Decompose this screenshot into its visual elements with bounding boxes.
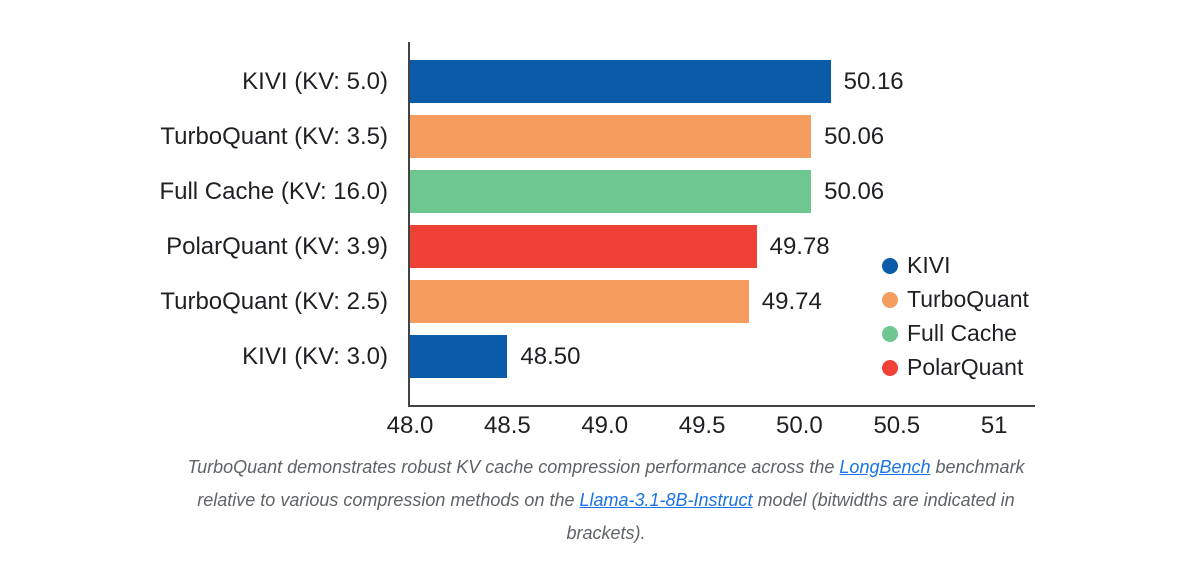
value-label: 48.50 [520, 342, 581, 370]
category-label: Full Cache (KV: 16.0) [159, 178, 388, 205]
x-tick-label: 50.0 [776, 412, 823, 439]
category-label: PolarQuant (KV: 3.9) [166, 233, 388, 260]
caption-text: benchmark [930, 457, 1025, 477]
y-axis-category-labels: KIVI (KV: 5.0) TurboQuant (KV: 3.5) Full… [0, 0, 398, 420]
bar-full-cache-16.0 [410, 170, 812, 213]
legend-item-polarquant: PolarQuant [882, 354, 1029, 380]
caption-text: model (bitwidths are indicated in [752, 490, 1015, 510]
category-label: KIVI (KV: 3.0) [242, 343, 388, 370]
bar-row: 50.16 [410, 60, 1035, 103]
legend-swatch-icon [882, 325, 898, 342]
bar-row: 49.74 [410, 280, 1035, 323]
x-tick-label: 48.0 [386, 412, 434, 439]
legend: KIVI TurboQuant Full Cache PolarQuant [882, 252, 1029, 389]
bar-row: 50.06 [410, 170, 1035, 213]
bar-row: 48.50 [410, 335, 1035, 378]
longbench-link[interactable]: LongBench [839, 457, 931, 477]
value-label: 50.06 [824, 122, 885, 150]
legend-swatch-icon [882, 291, 898, 308]
value-label: 50.06 [824, 177, 885, 205]
legend-item-turboquant: TurboQuant [882, 286, 1029, 312]
caption-text: brackets). [566, 523, 646, 543]
x-tick-label: 51 [980, 412, 1008, 439]
value-label: 49.74 [761, 287, 822, 315]
bar-turboquant-3.5 [410, 115, 812, 158]
legend-label: KIVI [907, 252, 951, 278]
bar-kivi-5.0 [410, 60, 831, 103]
value-label: 50.16 [843, 67, 904, 95]
bar-turboquant-2.5 [410, 280, 749, 323]
legend-label: Full Cache [907, 320, 1017, 346]
legend-swatch-icon [882, 257, 898, 274]
caption-text: TurboQuant demonstrates robust KV cache … [187, 457, 840, 477]
caption: TurboQuant demonstrates robust KV cache … [166, 451, 1046, 550]
value-label: 49.78 [769, 232, 830, 260]
category-label: TurboQuant (KV: 2.5) [160, 288, 388, 315]
llama-model-link[interactable]: Llama-3.1-8B-Instruct [579, 490, 753, 510]
bar-polarquant-3.9 [410, 225, 757, 268]
legend-label: PolarQuant [907, 354, 1024, 380]
bar-row: 50.06 [410, 115, 1035, 158]
legend-label: TurboQuant [907, 286, 1029, 312]
bar-row: 49.78 [410, 225, 1035, 268]
legend-item-kivi: KIVI [882, 252, 1029, 278]
caption-text: relative to various compression methods … [197, 490, 580, 510]
x-tick-label: 49.0 [581, 412, 629, 439]
legend-swatch-icon [882, 359, 898, 376]
x-tick-label: 48.5 [484, 412, 531, 439]
bar-kivi-3.0 [410, 335, 508, 378]
plot-area: 50.16 50.06 50.06 49.78 49.74 48.50 48.0… [387, 42, 1035, 439]
legend-item-full-cache: Full Cache [882, 320, 1029, 346]
category-label: KIVI (KV: 5.0) [242, 68, 388, 95]
x-tick-label: 49.5 [678, 412, 726, 439]
category-label: TurboQuant (KV: 3.5) [160, 123, 388, 150]
x-tick-label: 50.5 [873, 412, 921, 439]
